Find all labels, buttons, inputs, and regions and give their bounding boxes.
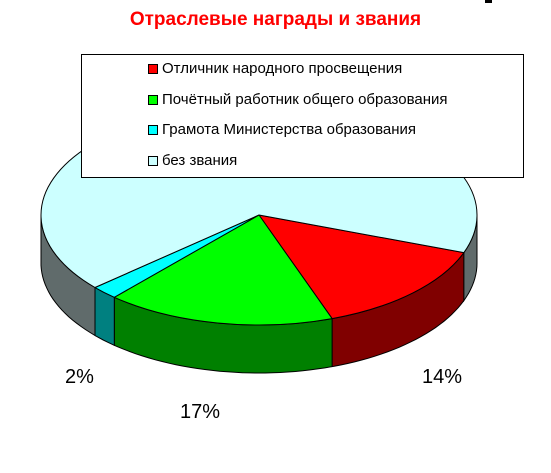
legend-swatch [148,156,158,166]
title-decoration [485,0,492,3]
legend-swatch [148,95,158,105]
legend-label: Отличник народного просвещения [162,60,403,77]
data-label-ministry-certificate: 2% [65,366,94,388]
legend-swatch [148,64,158,74]
data-label-excellent-educator: 14% [422,366,463,388]
legend-label: без звания [162,152,238,169]
chart-title: Отраслевые награды и звания [129,9,422,30]
legend-label: Грамота Министерства образования [162,121,417,138]
data-label-honorary-worker: 17% [180,401,221,423]
pie-slice-honorary-worker [113,214,333,326]
pie-slice-excellent-educator [258,214,465,320]
legend-label: Почётный работник общего образования [162,91,448,108]
legend-swatch [148,125,158,135]
chart-legend: Отличник народного просвещения Почётный … [81,54,524,178]
